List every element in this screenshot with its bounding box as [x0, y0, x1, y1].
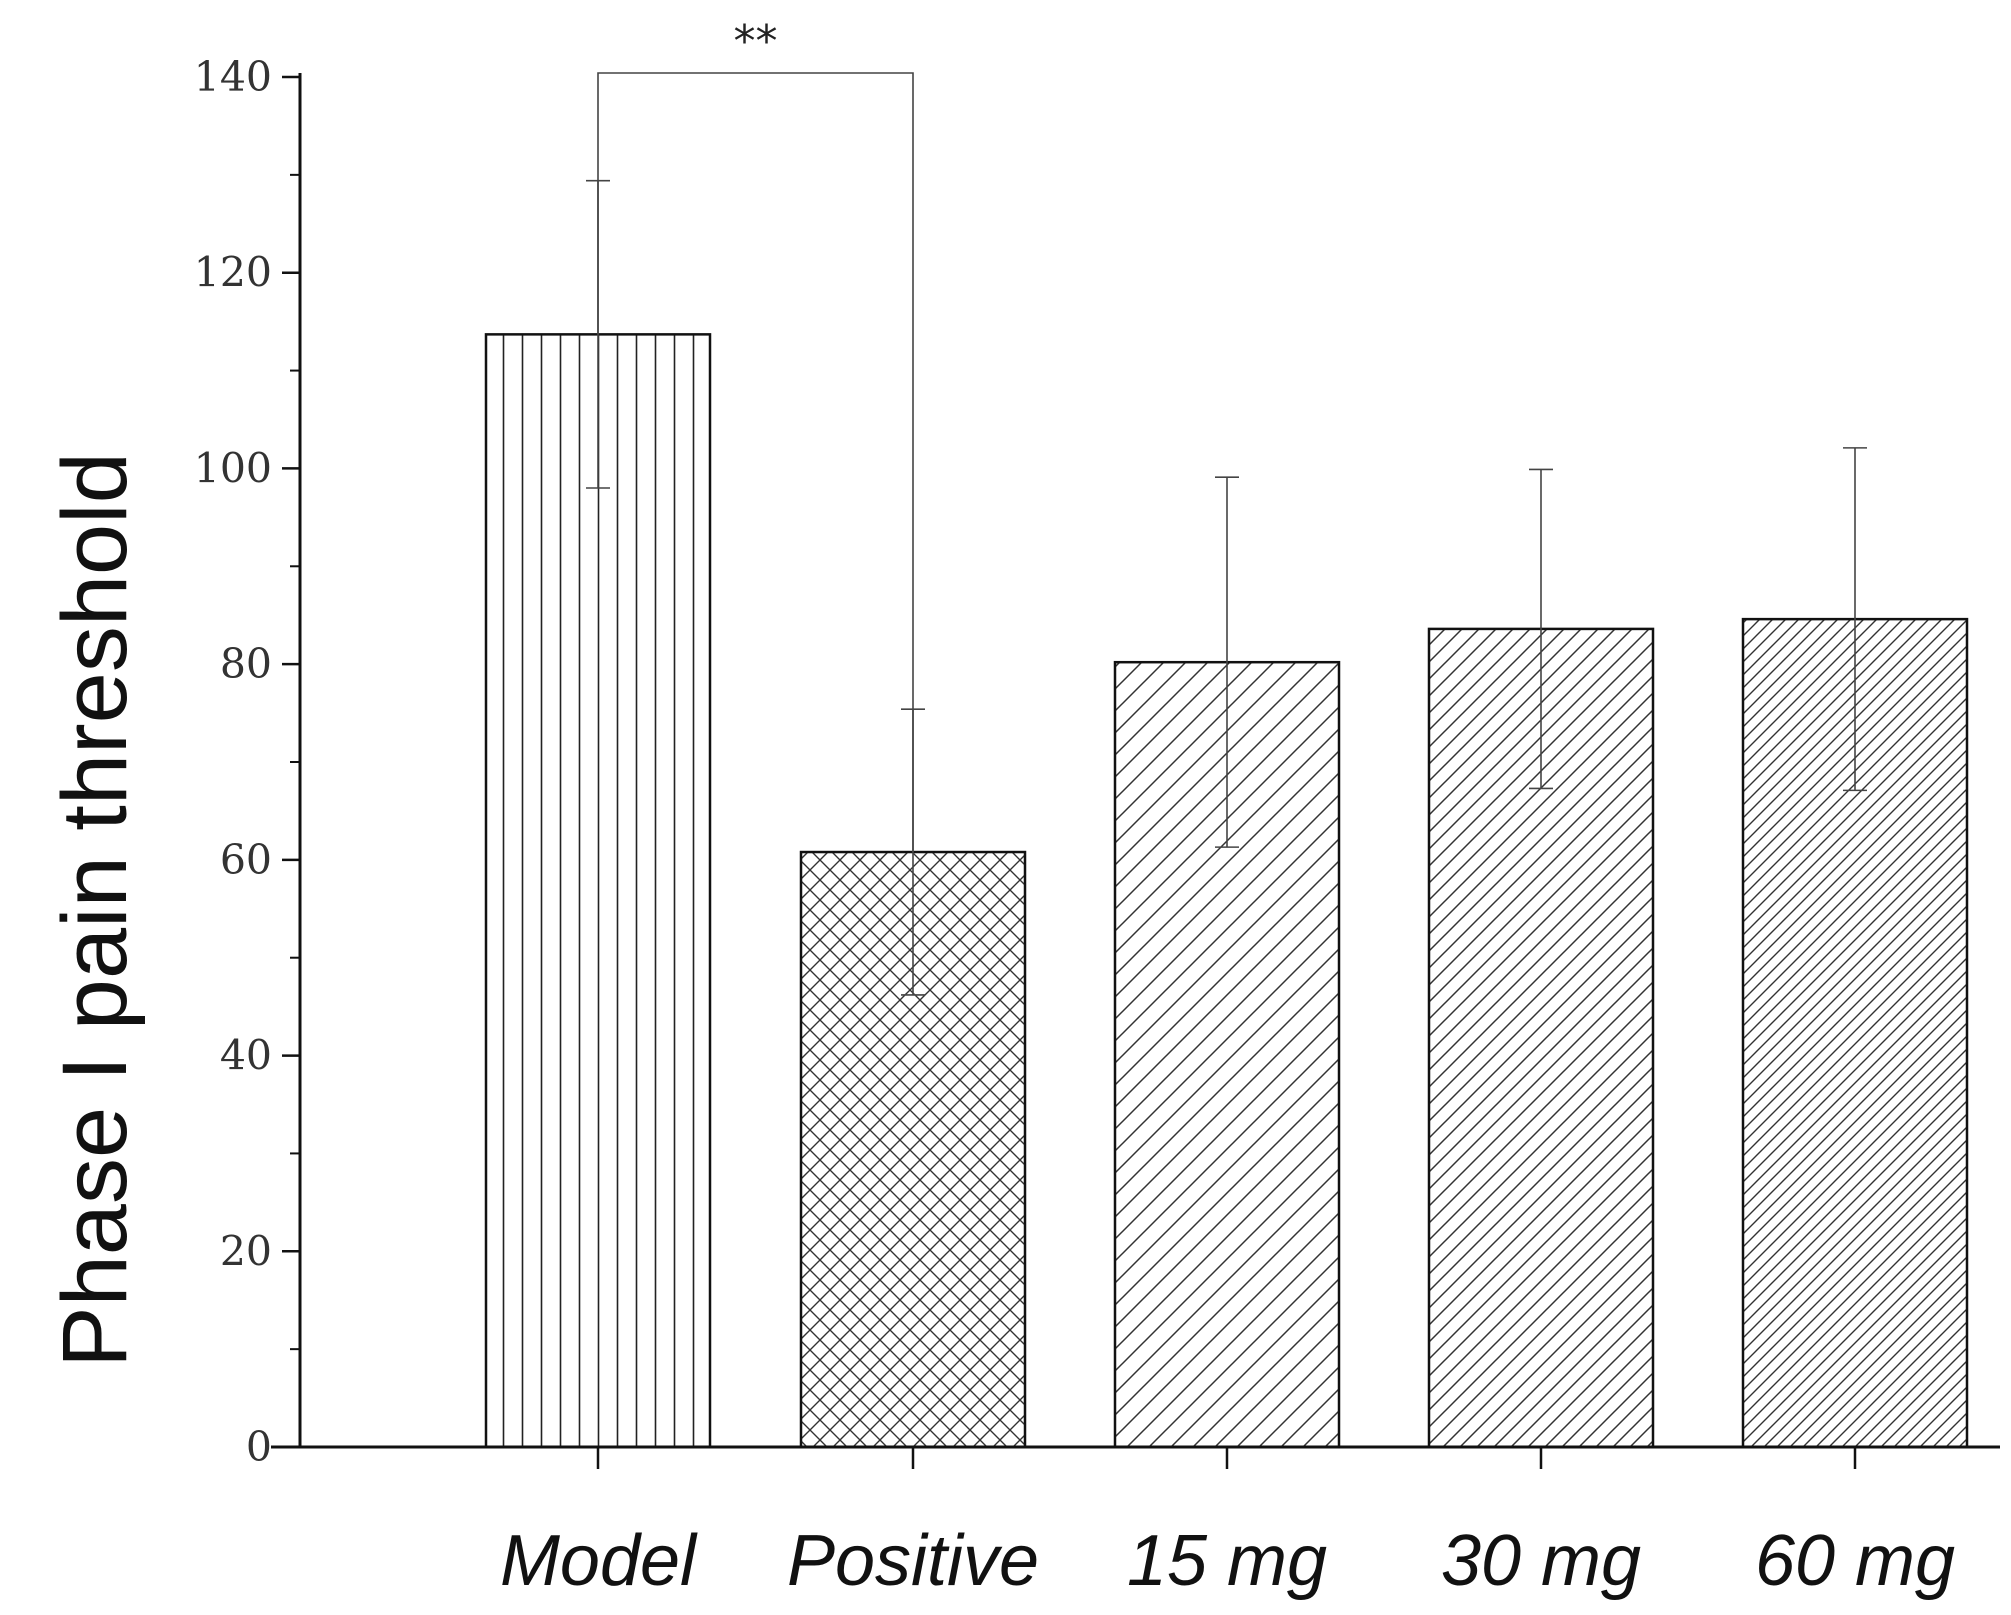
x-tick-label-model: Model: [500, 1521, 698, 1601]
significance-label: **: [734, 16, 778, 67]
y-tick-label-140: 140: [194, 53, 272, 101]
bar-model: [484, 333, 712, 1449]
x-tick-label-positive: Positive: [787, 1521, 1039, 1601]
plot-area: 0 20 40 60 80 100 120 140 Model Positive 15 mg 30 m…: [194, 16, 2000, 1601]
y-tick-label-120: 120: [194, 249, 272, 297]
y-tick-label-100: 100: [194, 444, 272, 492]
x-tick-label-60-mg: 60 mg: [1755, 1521, 1955, 1601]
x-tick-label-30-mg: 30 mg: [1441, 1521, 1641, 1601]
x-tick-label-15-mg: 15 mg: [1127, 1521, 1327, 1601]
significance-bracket: [597, 72, 914, 853]
y-axis-title: Phase I pain threshold: [44, 452, 146, 1368]
y-tick-label-80: 80: [220, 640, 272, 688]
y-tick-label-60: 60: [220, 836, 272, 884]
y-tick-label-40: 40: [220, 1032, 272, 1080]
y-tick-label-0: 0: [246, 1423, 272, 1471]
y-tick-label-20: 20: [220, 1227, 272, 1275]
